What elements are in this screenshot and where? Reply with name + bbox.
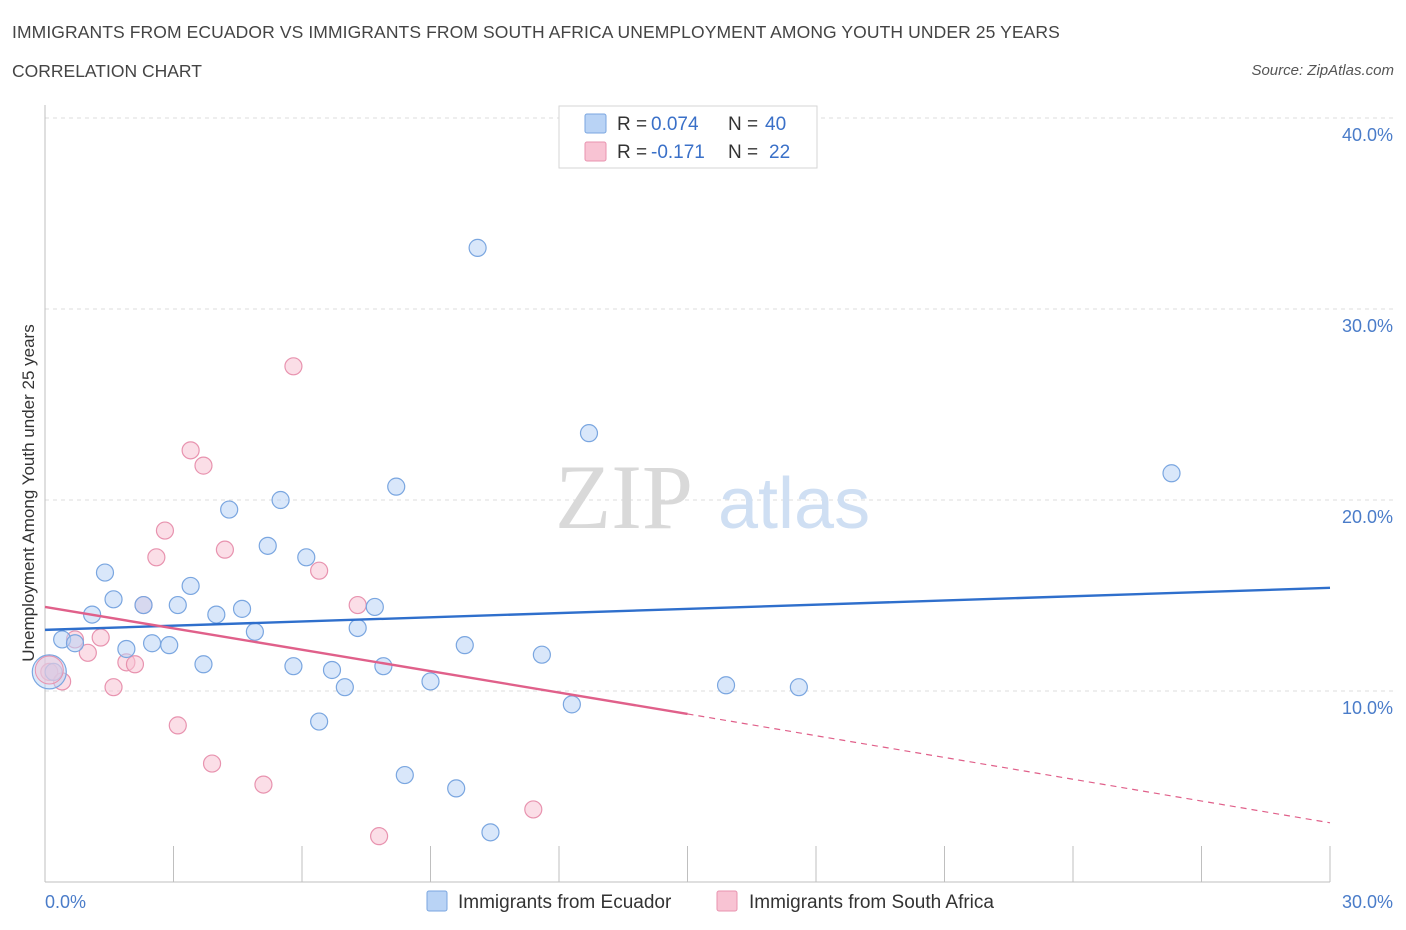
- y-tick-labels: 10.0% 20.0% 30.0% 40.0%: [1342, 125, 1393, 718]
- ecuador-point-4: [95, 563, 115, 582]
- legend-r-label-ecuador: R =: [617, 114, 647, 135]
- southafrica-cluster-point: [34, 655, 64, 685]
- ecuador-point-35: [562, 695, 581, 714]
- southafrica-point-19: [348, 595, 367, 615]
- ecuador-point-10: [168, 595, 187, 615]
- watermark: ZIP atlas: [555, 446, 870, 548]
- southafrica-point-17: [284, 357, 303, 376]
- southafrica-point-14: [202, 754, 222, 773]
- ecuador-point-29: [421, 672, 440, 691]
- x-tick-labels: 0.0% 30.0%: [45, 892, 1393, 912]
- southafrica-point-18: [310, 561, 329, 580]
- southafrica-point-4: [91, 628, 110, 647]
- y-tick-label-2: 30.0%: [1342, 316, 1393, 336]
- southafrica-point-12: [181, 441, 200, 460]
- ecuador-point-15: [232, 599, 252, 618]
- southafrica-point-16: [254, 775, 273, 794]
- ecuador-point-28: [395, 765, 414, 785]
- southafrica-point-9: [147, 548, 166, 567]
- watermark-atlas: atlas: [718, 464, 870, 544]
- legend-n-value-ecuador: 40: [765, 114, 786, 135]
- legend-swatch-southafrica: [584, 141, 607, 162]
- chart-title: IMMIGRANTS FROM ECUADOR VS IMMIGRANTS FR…: [12, 22, 1060, 42]
- ecuador-point-38: [789, 678, 808, 697]
- southafrica-trend-extension: [687, 713, 1331, 824]
- ecuador-point-16: [245, 622, 264, 641]
- ecuador-point-31: [455, 636, 474, 655]
- ecuador-point-13: [207, 605, 226, 624]
- chart-subtitle: CORRELATION CHART: [12, 61, 202, 81]
- bottom-legend-label-ecuador: Immigrants from Ecuador: [458, 892, 672, 913]
- southafrica-point-21: [524, 800, 543, 819]
- ecuador-point-17: [258, 536, 277, 555]
- ecuador-point-25: [365, 597, 384, 617]
- ecuador-point-11: [181, 576, 200, 596]
- southafrica-point-3: [78, 643, 97, 662]
- bottom-legend-label-southafrica: Immigrants from South Africa: [749, 892, 994, 913]
- ecuador-point-36: [579, 424, 599, 443]
- series-ecuador-points: [31, 238, 1181, 842]
- ecuador-point-30: [447, 779, 466, 798]
- ecuador-point-8: [142, 634, 162, 653]
- watermark-zip: ZIP: [555, 446, 693, 548]
- y-tick-label-1: 20.0%: [1342, 507, 1393, 527]
- legend-n-value-southafrica: 22: [769, 142, 790, 163]
- legend-swatch-ecuador: [584, 113, 607, 134]
- legend-n-label-southafrica: N =: [728, 142, 758, 163]
- ecuador-point-22: [322, 660, 342, 680]
- ecuador-point-39: [1162, 464, 1181, 483]
- ecuador-point-23: [335, 678, 354, 697]
- southafrica-point-15: [215, 540, 234, 559]
- legend-r-value-southafrica: -0.171: [651, 142, 705, 163]
- ecuador-cluster-point: [31, 654, 67, 690]
- ecuador-point-24: [348, 618, 367, 638]
- axes: [44, 105, 1331, 883]
- bottom-legend-swatch-ecuador: [426, 890, 448, 912]
- source-label: Source: ZipAtlas.com: [1251, 62, 1394, 79]
- x-tick-label-max: 30.0%: [1342, 892, 1393, 912]
- ecuador-point-12: [194, 655, 213, 674]
- southafrica-point-10: [155, 521, 175, 540]
- ecuador-point-20: [297, 548, 316, 567]
- legend-r-value-ecuador: 0.074: [651, 114, 699, 135]
- y-tick-label-0: 10.0%: [1342, 698, 1393, 718]
- bottom-legend-swatch-southafrica: [716, 890, 738, 912]
- ecuador-point-9: [160, 636, 179, 655]
- y-axis-label: Unemployment Among Youth under 25 years: [19, 324, 38, 661]
- ecuador-point-34: [532, 645, 551, 664]
- trend-lines: [44, 586, 1331, 824]
- ecuador-point-2: [65, 634, 85, 653]
- ecuador-point-7: [134, 595, 153, 615]
- ecuador-point-6: [117, 639, 136, 659]
- bottom-legend: Immigrants from Ecuador Immigrants from …: [426, 890, 994, 913]
- ecuador-trend-line: [44, 586, 1331, 632]
- southafrica-point-20: [370, 827, 389, 846]
- ecuador-point-27: [387, 477, 406, 496]
- legend-n-label-ecuador: N =: [728, 114, 758, 135]
- ecuador-point-33: [481, 823, 500, 842]
- ecuador-point-5: [104, 590, 123, 609]
- southafrica-point-11: [168, 716, 187, 735]
- ecuador-point-21: [310, 712, 329, 731]
- ecuador-point-18: [271, 490, 290, 510]
- x-tick-label-min: 0.0%: [45, 892, 86, 912]
- ecuador-point-26: [374, 657, 393, 676]
- southafrica-point-13: [194, 456, 213, 475]
- top-legend: R = 0.074 N = 40 R = -0.171 N = 22: [558, 105, 818, 169]
- ecuador-point-19: [284, 657, 303, 676]
- ecuador-point-32: [468, 238, 487, 257]
- ecuador-point-14: [220, 500, 239, 519]
- y-tick-label-3: 40.0%: [1342, 125, 1393, 145]
- southafrica-point-7: [125, 655, 145, 674]
- southafrica-point-5: [104, 678, 123, 697]
- legend-r-label-southafrica: R =: [617, 142, 647, 163]
- ecuador-point-37: [716, 676, 736, 695]
- southafrica-trend-line: [44, 605, 688, 716]
